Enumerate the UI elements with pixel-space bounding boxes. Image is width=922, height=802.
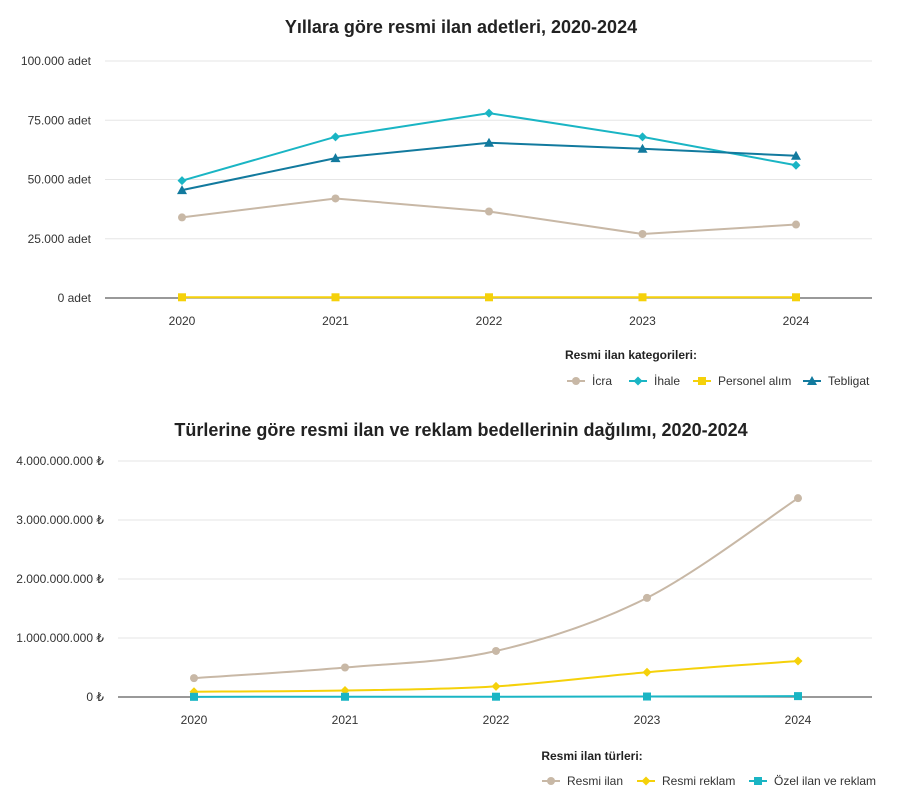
data-point: [330, 153, 341, 163]
data-point: [792, 293, 800, 302]
chart-title: Türlerine göre resmi ilan ve reklam bede…: [174, 420, 748, 440]
x-tick-label: 2023: [634, 713, 661, 727]
data-point: [642, 667, 652, 677]
data-point: [331, 293, 340, 302]
chart-ilan-bedelleri: Türlerine göre resmi ilan ve reklam bede…: [0, 400, 922, 802]
data-point: [341, 663, 349, 672]
x-tick-label: 2024: [783, 314, 810, 328]
data-point: [190, 674, 198, 683]
legend-marker: [754, 777, 762, 785]
data-point: [331, 194, 340, 203]
data-point: [637, 143, 648, 153]
data-point: [484, 137, 494, 147]
data-point: [794, 494, 802, 503]
legend-item[interactable]: İcra: [567, 374, 612, 388]
legend-item[interactable]: Personel alım: [693, 374, 791, 388]
legend-label: İcra: [592, 374, 612, 388]
series-1: [177, 108, 801, 186]
legend-item[interactable]: Resmi ilan: [542, 774, 623, 788]
series-0: [190, 494, 802, 683]
data-point: [177, 176, 187, 186]
legend-marker: [633, 376, 643, 386]
legend-label: Resmi reklam: [662, 774, 735, 788]
legend-label: Personel alım: [718, 374, 791, 388]
data-point: [794, 692, 802, 701]
series-2: [190, 692, 802, 701]
legend-label: Tebligat: [828, 374, 870, 388]
x-tick-label: 2022: [476, 314, 503, 328]
data-point: [492, 646, 500, 655]
x-tick-label: 2024: [785, 713, 812, 727]
data-point: [491, 681, 501, 691]
y-tick-label: 0 adet: [58, 291, 92, 305]
chart-title: Yıllara göre resmi ilan adetleri, 2020-2…: [284, 17, 638, 37]
data-point: [177, 185, 187, 195]
data-point: [638, 230, 647, 239]
x-tick-label: 2021: [332, 713, 359, 727]
y-tick-label: 25.000 adet: [28, 232, 92, 246]
data-point: [484, 108, 494, 118]
x-tick-label: 2023: [629, 314, 656, 328]
legend-label: İhale: [654, 374, 680, 388]
series-2: [178, 293, 800, 302]
data-point: [485, 293, 493, 302]
y-tick-label: 50.000 adet: [28, 173, 92, 187]
data-point: [485, 207, 493, 216]
y-tick-label: 100.000 adet: [21, 54, 92, 68]
data-point: [792, 220, 800, 229]
y-tick-label: 0 ₺: [86, 690, 104, 704]
series-3: [177, 137, 801, 195]
data-point: [331, 132, 340, 142]
series-line: [181, 197, 797, 236]
data-point: [643, 593, 651, 602]
chart-ilan-adetleri: Yıllara göre resmi ilan adetleri, 2020-2…: [0, 0, 922, 400]
legend-marker: [641, 776, 651, 786]
x-tick-label: 2021: [322, 314, 349, 328]
y-tick-label: 2.000.000.000 ₺: [16, 572, 104, 586]
legend-title: Resmi ilan türleri:: [541, 749, 642, 763]
data-point: [793, 656, 803, 666]
legend-label: Resmi ilan: [567, 774, 623, 788]
legend-title: Resmi ilan kategorileri:: [565, 348, 697, 362]
legend-item[interactable]: İhale: [629, 374, 680, 388]
x-tick-label: 2020: [181, 713, 208, 727]
x-tick-label: 2022: [483, 713, 510, 727]
data-point: [791, 160, 801, 170]
data-point: [190, 692, 198, 701]
data-point: [638, 132, 647, 142]
data-point: [340, 686, 350, 696]
data-point: [178, 213, 186, 222]
chart-svg: 0 adet 25.000 adet 50.000 adet 75.000 adet 1…: [21, 54, 872, 388]
legend-marker: [572, 377, 580, 385]
x-tick-label: 2020: [169, 314, 196, 328]
y-tick-label: 3.000.000.000 ₺: [16, 513, 104, 527]
legend-label: Özel ilan ve reklam: [774, 774, 876, 788]
data-point: [492, 692, 500, 701]
legend-item[interactable]: Resmi reklam: [637, 774, 735, 788]
legend-marker: [698, 377, 706, 385]
y-tick-label: 1.000.000.000 ₺: [16, 631, 104, 645]
y-tick-label: 4.000.000.000 ₺: [16, 454, 104, 468]
data-point: [638, 293, 647, 302]
legend-item[interactable]: Özel ilan ve reklam: [749, 774, 876, 788]
data-point: [791, 150, 801, 160]
data-point: [341, 692, 349, 701]
series-1: [189, 656, 803, 697]
y-tick-label: 75.000 adet: [28, 113, 92, 127]
data-point: [643, 692, 651, 701]
legend-marker: [547, 777, 555, 785]
data-point: [178, 293, 186, 302]
chart-svg: 0 ₺ 1.000.000.000 ₺ 2.000.000.000 ₺ 3.000.0…: [16, 454, 876, 788]
legend-marker: [807, 376, 817, 385]
series-0: [178, 194, 800, 239]
legend-item[interactable]: Tebligat: [803, 374, 870, 388]
series-line: [181, 141, 797, 192]
